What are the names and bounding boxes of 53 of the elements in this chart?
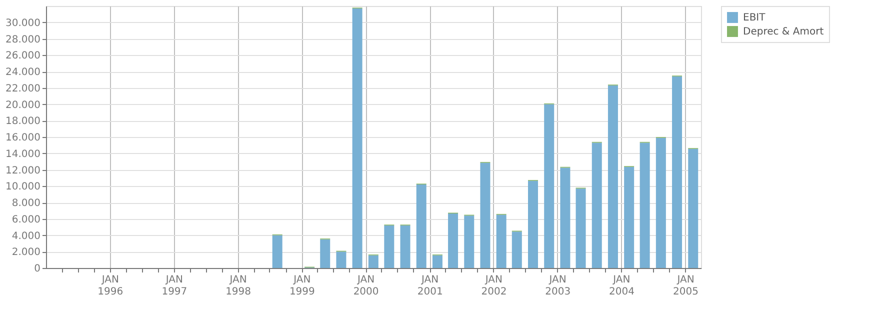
bar	[624, 166, 634, 268]
y-tick-label: 16.000	[6, 132, 40, 144]
legend-label: Deprec & Amort	[743, 26, 824, 38]
x-tick-label: JAN 2005	[673, 274, 698, 298]
bar	[272, 235, 282, 268]
bar	[320, 239, 330, 268]
bar	[384, 225, 394, 268]
bar	[592, 142, 602, 268]
y-tick-label: 4.000	[12, 230, 40, 242]
bar	[544, 104, 554, 268]
y-tick-label: 12.000	[6, 165, 40, 176]
x-tick-label: JAN 1996	[98, 274, 124, 298]
y-tick-label: 28.000	[6, 34, 40, 46]
bar	[432, 255, 442, 268]
bar	[512, 232, 522, 268]
y-tick-label: 22.000	[6, 83, 40, 94]
bar	[352, 8, 362, 268]
x-tick-label: JAN 1998	[226, 274, 252, 298]
y-tick-label: 30.000	[6, 18, 40, 29]
bar	[688, 148, 698, 268]
bar	[560, 168, 570, 268]
bar	[464, 216, 474, 268]
bar	[368, 255, 378, 268]
bar	[496, 214, 506, 268]
x-tick-label: JAN 2003	[545, 274, 571, 298]
y-tick-label: 18.000	[6, 116, 40, 128]
x-tick-label: JAN 1999	[289, 274, 315, 298]
bar	[416, 184, 426, 268]
bar	[336, 252, 346, 268]
x-tick-label: JAN 2000	[353, 274, 379, 298]
x-tick-label: JAN 1997	[162, 274, 188, 298]
x-tick-label: JAN 2001	[417, 274, 443, 298]
y-tick-label: 24.000	[6, 67, 40, 78]
bar	[672, 76, 682, 268]
y-tick-label: 2.000	[12, 247, 40, 258]
y-tick-label: 6.000	[12, 214, 40, 226]
y-tick-label: 8.000	[12, 198, 40, 209]
y-tick-label: 14.000	[6, 148, 40, 160]
y-tick-label: 20.000	[6, 100, 40, 111]
bar	[400, 225, 410, 268]
bar	[656, 138, 666, 268]
x-tick-label: JAN 2004	[608, 274, 634, 298]
bar	[480, 162, 490, 268]
y-tick-label: 0	[34, 264, 40, 274]
bar	[448, 214, 458, 268]
bar	[576, 188, 586, 268]
bar	[528, 180, 538, 268]
x-tick-label: JAN 2002	[481, 274, 507, 298]
y-tick-label: 26.000	[6, 50, 40, 62]
y-tick-label: 10.000	[6, 182, 40, 193]
legend-label: EBIT	[743, 12, 766, 24]
bar	[608, 85, 618, 268]
bar	[640, 142, 650, 268]
